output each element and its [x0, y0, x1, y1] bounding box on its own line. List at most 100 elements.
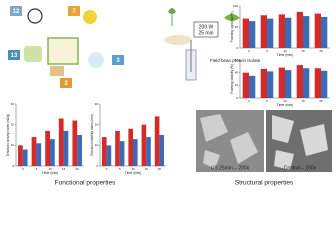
icon: [24, 46, 42, 62]
bar: [285, 17, 292, 48]
x-tick-label: 5: [266, 49, 268, 53]
y-axis-label: Foaming stability (%): [230, 64, 234, 94]
x-tick-label: 5: [119, 167, 121, 171]
bar: [242, 72, 249, 98]
x-tick-label: 10: [283, 99, 287, 103]
bar: [296, 11, 303, 48]
icon: [88, 52, 104, 68]
x-tick-label: 10: [283, 49, 287, 53]
y-tick-label: 40: [235, 70, 239, 74]
x-tick-label: 25: [319, 99, 323, 103]
x-tick-label: 15: [145, 167, 149, 171]
x-tick-label: 0: [106, 167, 108, 171]
y-tick-label: 10: [95, 143, 99, 147]
graphical-abstract: 12 7 13 3 2 200 W 25 min Field bean prot…: [5, 3, 332, 187]
bar: [314, 13, 321, 48]
x-tick-label: 20: [158, 167, 162, 171]
beans: [224, 14, 240, 21]
y-tick-label: 0: [12, 164, 14, 168]
y-tick-label: 60: [235, 58, 239, 62]
bar: [77, 135, 82, 166]
y-tick-label: 10: [11, 143, 15, 147]
sem-label: US 25min – 200x: [211, 165, 250, 171]
badge: 3: [116, 58, 120, 64]
x-tick-label: 15: [301, 99, 305, 103]
y-axis-label: Foaming capacity (%): [230, 12, 234, 43]
x-axis-label: Time (min): [42, 171, 59, 175]
x-tick-label: 20: [76, 167, 80, 171]
section-label: Functional properties: [55, 180, 116, 187]
bar: [278, 67, 285, 98]
bar: [321, 70, 328, 98]
bar: [115, 130, 120, 166]
badge: 7: [72, 9, 76, 15]
bar: [72, 120, 78, 166]
icon: [47, 37, 79, 65]
y-tick-label: 50: [235, 25, 239, 29]
bar: [31, 137, 37, 166]
bar: [133, 139, 138, 166]
x-tick-label: 5: [266, 99, 268, 103]
y-axis-label: Emulsion activity index (m2/g): [6, 114, 10, 156]
bar: [141, 124, 147, 166]
bar: [119, 141, 125, 166]
x-tick-label: 0: [22, 167, 24, 171]
y-axis-label: Emulsion stability index (min): [90, 114, 94, 155]
badge-box: [8, 50, 20, 60]
bar: [58, 118, 64, 166]
x-tick-label: 15: [62, 167, 66, 171]
bar: [249, 75, 256, 98]
x-tick-label: 10: [48, 167, 52, 171]
bar: [159, 135, 165, 166]
badge-box: [10, 6, 22, 16]
bar: [267, 18, 274, 48]
bar: [242, 18, 249, 48]
y-tick-label: 20: [11, 122, 15, 126]
y-tick-label: 20: [95, 122, 99, 126]
x-tick-label: 25: [319, 49, 323, 53]
powder: [164, 35, 192, 45]
bar: [146, 137, 151, 166]
y-tick-label: 0: [96, 164, 98, 168]
badge: 13: [11, 53, 18, 59]
badge-box: [112, 55, 124, 65]
x-axis-label: Time (min): [277, 53, 294, 57]
y-tick-label: 20: [235, 83, 239, 87]
y-tick-label: 30: [11, 102, 15, 106]
x-axis-label: Time (min): [125, 171, 142, 175]
bar: [63, 130, 69, 166]
bar: [314, 68, 321, 98]
power: 200 W: [199, 24, 214, 30]
x-tick-label: 10: [131, 167, 135, 171]
bar: [154, 116, 160, 166]
time: 25 min: [198, 30, 213, 36]
x-tick-label: 0: [248, 99, 250, 103]
page: 12 7 13 3 2 200 W 25 min Field bean prot…: [5, 3, 332, 187]
bar: [50, 139, 55, 166]
bar: [128, 128, 133, 166]
x-tick-label: 5: [36, 167, 38, 171]
icon: [50, 66, 64, 76]
y-tick-label: 100: [233, 4, 238, 8]
icon: [83, 10, 97, 24]
y-tick-label: 30: [95, 102, 99, 106]
bar: [18, 145, 23, 166]
plant: [168, 8, 176, 14]
x-axis-label: Time (min): [277, 103, 294, 107]
bar: [303, 68, 310, 98]
badge-box: [60, 78, 72, 88]
y-tick-label: 0: [236, 96, 238, 100]
badge: 12: [13, 9, 20, 15]
sem-label: Control – 200x: [284, 165, 317, 171]
x-tick-label: 15: [301, 49, 305, 53]
bar: [101, 137, 107, 166]
bar: [296, 65, 303, 98]
bar: [36, 143, 42, 166]
y-tick-label: 0: [236, 46, 238, 50]
bar: [260, 15, 267, 49]
settings-box: [193, 21, 219, 38]
icon: [27, 8, 43, 24]
bar: [260, 68, 267, 98]
sem-texture: [200, 114, 258, 169]
isolate-label: Field bean protein isolate: [210, 58, 261, 63]
